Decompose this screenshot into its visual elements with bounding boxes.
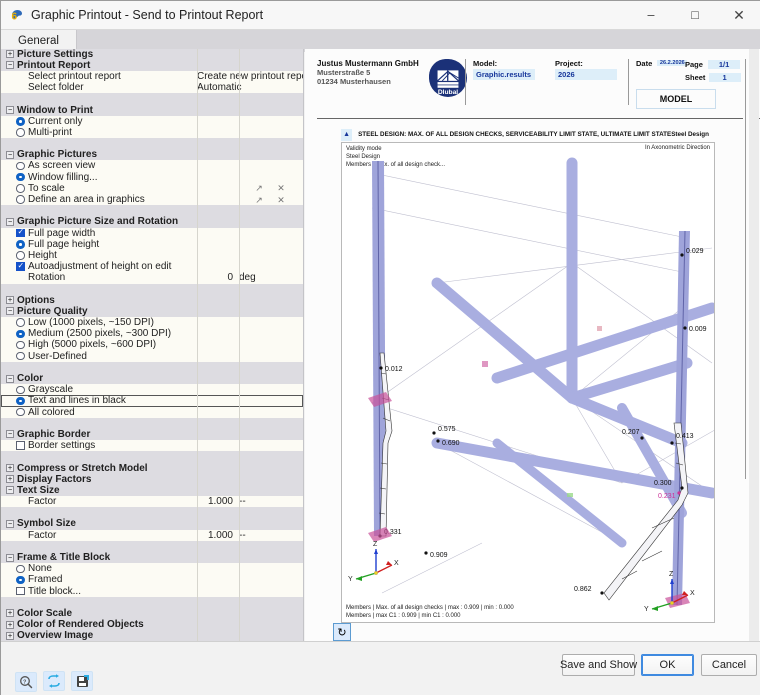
svg-text:0.012: 0.012	[385, 366, 403, 373]
svg-text:0.413: 0.413	[676, 433, 694, 440]
svg-text:Y: Y	[348, 576, 353, 583]
svg-text:Z: Z	[669, 571, 674, 578]
svg-text:6: 6	[12, 11, 18, 22]
svg-text:Z: Z	[373, 541, 378, 548]
svg-text:Y: Y	[644, 606, 649, 613]
svg-text:0.575: 0.575	[438, 426, 456, 433]
svg-text:0.300: 0.300	[654, 480, 672, 487]
svg-text:0.231: 0.231	[658, 493, 676, 500]
svg-text:0.862: 0.862	[574, 586, 592, 593]
svg-text:X: X	[394, 560, 399, 567]
svg-text:0.009: 0.009	[689, 326, 707, 333]
svg-text:X: X	[690, 590, 695, 597]
svg-text:0.029: 0.029	[686, 248, 704, 255]
svg-text:Dlubal: Dlubal	[438, 89, 458, 96]
svg-text:0.207: 0.207	[622, 429, 640, 436]
svg-text:0.690: 0.690	[442, 440, 460, 447]
svg-text:0.909: 0.909	[430, 552, 448, 559]
